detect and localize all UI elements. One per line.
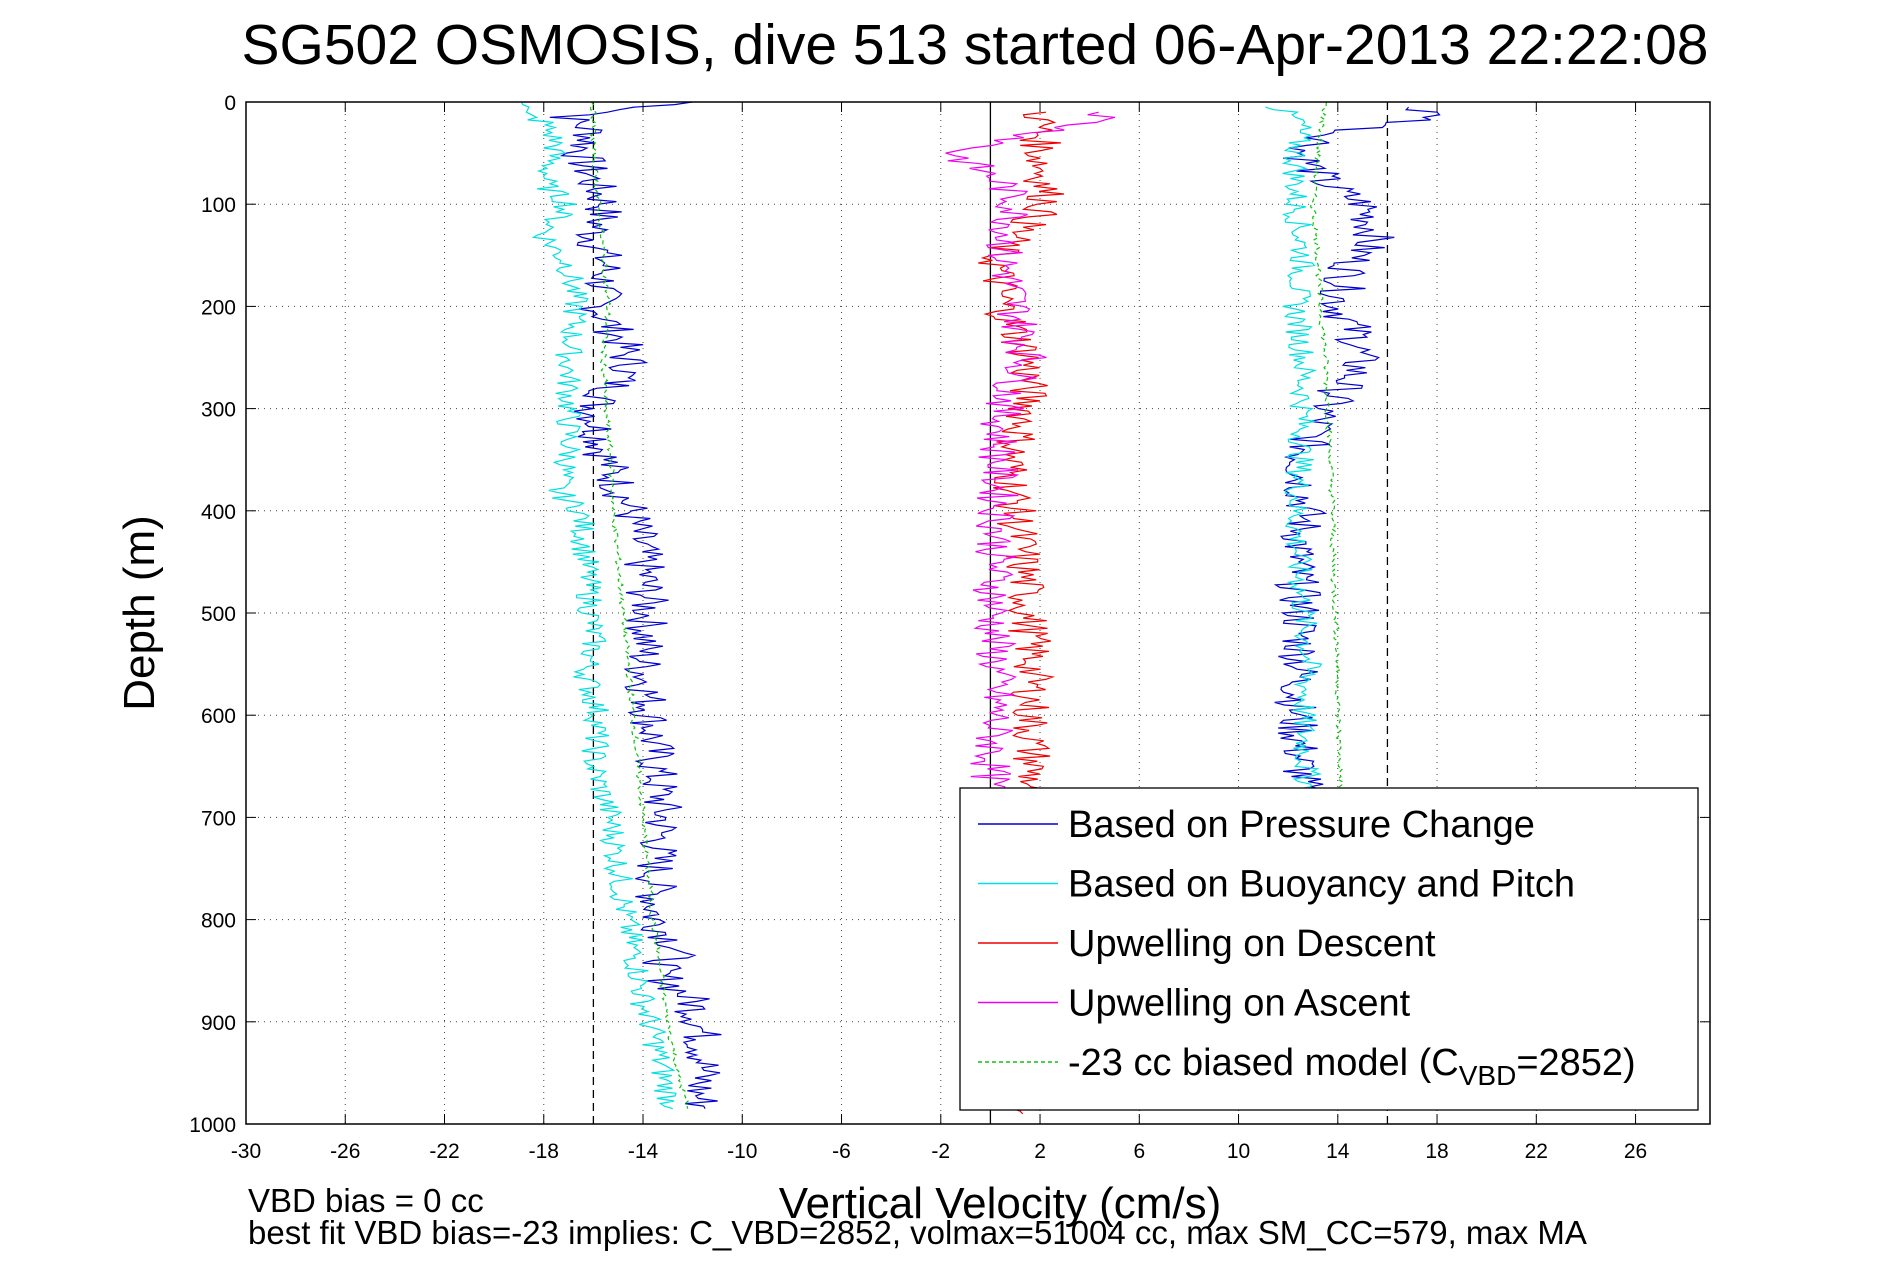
- x-tick-label: -26: [330, 1140, 360, 1163]
- x-tick-label: -30: [231, 1140, 261, 1163]
- x-tick-label: 22: [1525, 1140, 1548, 1163]
- y-tick-label: 300: [201, 399, 236, 422]
- y-tick-label: 0: [224, 92, 236, 115]
- chart-title: SG502 OSMOSIS, dive 513 started 06-Apr-2…: [241, 13, 1708, 77]
- series-line: [978, 111, 1065, 818]
- series-line: [549, 101, 722, 1109]
- legend-label: Upwelling on Descent: [1068, 923, 1436, 965]
- series-5: [589, 101, 1344, 1109]
- series-line: [1273, 106, 1441, 818]
- x-tick-label: 18: [1425, 1140, 1448, 1163]
- y-tick-label: 1000: [189, 1114, 236, 1137]
- x-axis-label: Vertical Velocity (cm/s): [779, 1179, 1222, 1228]
- data-series: [520, 101, 1441, 1115]
- x-tick-label: 6: [1133, 1140, 1145, 1163]
- y-tick-label: 100: [201, 194, 236, 217]
- y-tick-label: 200: [201, 296, 236, 319]
- footer-best-fit: best fit VBD bias=-23 implies: C_VBD=285…: [248, 1214, 1587, 1251]
- axis-ticks: -30 -26 -22 -18 -14 -10 -6 -2 2 6 10 14 18 22 26010020…: [189, 92, 1710, 1163]
- series-line: [945, 111, 1116, 818]
- legend: Based on Pressure Change Based on Buoyanc…: [959, 787, 1699, 1111]
- y-tick-label: 600: [201, 705, 236, 728]
- series-4: [945, 111, 1116, 818]
- series-1: [549, 101, 1441, 1109]
- series-line: [1265, 106, 1324, 818]
- series-line: [520, 101, 677, 1110]
- x-tick-label: -14: [628, 1140, 659, 1163]
- legend-label: Based on Pressure Change: [1068, 804, 1535, 846]
- x-tick-label: 14: [1326, 1140, 1350, 1163]
- x-tick-label: 2: [1034, 1140, 1046, 1163]
- y-tick-label: 700: [201, 807, 236, 830]
- y-tick-label: 500: [201, 603, 236, 626]
- x-tick-label: -10: [727, 1140, 757, 1163]
- x-tick-label: -22: [429, 1140, 459, 1163]
- y-tick-label: 900: [201, 1012, 236, 1035]
- series-2: [520, 101, 1324, 1110]
- legend-label: Based on Buoyancy and Pitch: [1068, 864, 1575, 906]
- series-line: [589, 101, 689, 1109]
- y-axis-label: Depth (m): [115, 515, 164, 711]
- x-tick-label: -6: [832, 1140, 851, 1163]
- legend-box: [959, 787, 1699, 1111]
- x-tick-label: -18: [529, 1140, 559, 1163]
- y-tick-label: 400: [201, 501, 236, 524]
- x-tick-label: 26: [1624, 1140, 1647, 1163]
- legend-label: -23 cc biased model (CVBD=2852): [1068, 1042, 1636, 1091]
- series-line: [1309, 101, 1344, 818]
- legend-label: Upwelling on Ascent: [1068, 983, 1411, 1025]
- footer-vbd-bias: VBD bias = 0 cc: [248, 1182, 484, 1219]
- y-tick-label: 800: [201, 910, 236, 933]
- x-tick-label: 10: [1227, 1140, 1250, 1163]
- x-tick-label: -2: [931, 1140, 950, 1163]
